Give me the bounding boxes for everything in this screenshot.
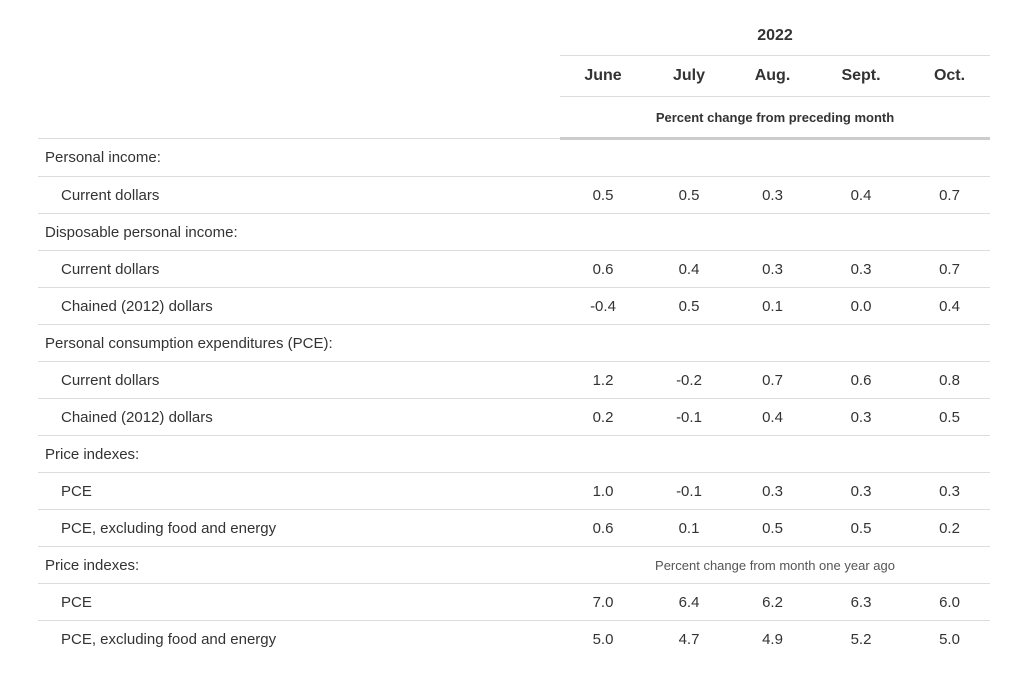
value-cell: 0.7	[909, 176, 991, 214]
value-cell: 0.6	[813, 361, 909, 399]
value-cell: 0.3	[813, 250, 909, 288]
empty-cell	[560, 213, 991, 251]
value-cell: 4.7	[646, 620, 732, 657]
value-cell: 0.3	[813, 472, 909, 510]
value-cell: 0.2	[909, 509, 991, 547]
value-cell: 0.4	[732, 398, 813, 436]
value-cell: -0.1	[646, 398, 732, 436]
row-label: PCE, excluding food and energy	[38, 620, 560, 657]
value-cell: 6.0	[909, 583, 991, 621]
value-cell: 1.0	[560, 472, 646, 510]
value-cell: 6.3	[813, 583, 909, 621]
value-cell: -0.1	[646, 472, 732, 510]
row-label: Current dollars	[38, 361, 560, 399]
value-cell: 0.5	[646, 176, 732, 214]
row-label: Chained (2012) dollars	[38, 398, 560, 436]
header-month-sept: Sept.	[813, 55, 909, 97]
value-cell: 0.3	[732, 176, 813, 214]
table-row: Current dollars 0.5 0.5 0.3 0.4 0.7	[38, 176, 991, 214]
header-month-oct: Oct.	[909, 55, 991, 97]
value-cell: 0.1	[732, 287, 813, 325]
value-cell: 0.6	[560, 250, 646, 288]
table-row: Current dollars 1.2 -0.2 0.7 0.6 0.8	[38, 361, 991, 399]
section-label: Price indexes:	[38, 546, 560, 584]
section-row: Personal consumption expenditures (PCE):	[38, 324, 991, 362]
header-year-row: 2022	[38, 16, 991, 56]
table-row: Chained (2012) dollars 0.2 -0.1 0.4 0.3 0.5	[38, 398, 991, 436]
value-cell: 0.5	[646, 287, 732, 325]
section-label: Personal income:	[45, 149, 161, 166]
unit-note: Percent change from month one year ago	[560, 546, 991, 584]
section-row: Personal income:	[38, 139, 990, 177]
section-label: Personal consumption expenditures (PCE):	[38, 324, 560, 362]
personal-income-outlays-table: 2022 June July Aug. Sept. Oct. Percent c…	[38, 16, 991, 657]
header-unit-row: Percent change from preceding month	[38, 96, 991, 140]
value-cell: 0.3	[732, 472, 813, 510]
value-cell: 0.3	[909, 472, 991, 510]
value-cell: 0.5	[909, 398, 991, 436]
header-month-july: July	[646, 55, 732, 97]
table-row: PCE 1.0 -0.1 0.3 0.3 0.3	[38, 472, 991, 510]
header-blank-cell	[38, 56, 560, 97]
row-label: PCE	[38, 583, 560, 621]
value-cell: 0.7	[909, 250, 991, 288]
header-months-row: June July Aug. Sept. Oct.	[38, 55, 991, 97]
value-cell: 0.0	[813, 287, 909, 325]
value-cell: 7.0	[560, 583, 646, 621]
table-body: Personal income: Current dollars 0.5 0.5 0.3…	[38, 139, 991, 657]
empty-cell	[560, 139, 990, 177]
table-row: PCE, excluding food and energy 5.0 4.7 4.9 5…	[38, 620, 991, 657]
empty-cell	[560, 324, 991, 362]
value-cell: 0.4	[813, 176, 909, 214]
table-row: PCE, excluding food and energy 0.6 0.1 0.5 0…	[38, 509, 991, 547]
header-blank-cell	[38, 16, 560, 56]
value-cell: 1.2	[560, 361, 646, 399]
header-unit-label: Percent change from preceding month	[560, 96, 991, 140]
row-label: Chained (2012) dollars	[38, 287, 560, 325]
row-label: Current dollars	[38, 250, 560, 288]
table-row: PCE 7.0 6.4 6.2 6.3 6.0	[38, 583, 991, 621]
row-label: Current dollars	[38, 176, 560, 214]
section-row: Price indexes:	[38, 435, 991, 473]
value-cell: 0.3	[732, 250, 813, 288]
value-cell: 6.2	[732, 583, 813, 621]
value-cell: 5.0	[909, 620, 991, 657]
value-cell: 0.8	[909, 361, 991, 399]
value-cell: 0.5	[560, 176, 646, 214]
value-cell: 0.4	[909, 287, 991, 325]
value-cell: 0.2	[560, 398, 646, 436]
value-cell: 0.3	[813, 398, 909, 436]
value-cell: 0.5	[813, 509, 909, 547]
value-cell: -0.4	[560, 287, 646, 325]
value-cell: 6.4	[646, 583, 732, 621]
section-label: Price indexes:	[38, 435, 560, 473]
row-label: PCE, excluding food and energy	[38, 509, 560, 547]
header-blank-cell	[38, 96, 560, 139]
value-cell: 5.2	[813, 620, 909, 657]
header-month-aug: Aug.	[732, 55, 813, 97]
value-cell: 4.9	[732, 620, 813, 657]
table-row: Chained (2012) dollars -0.4 0.5 0.1 0.0 0.4	[38, 287, 991, 325]
header-month-june: June	[560, 55, 646, 97]
value-cell: -0.2	[646, 361, 732, 399]
value-cell: 0.1	[646, 509, 732, 547]
value-cell: 0.5	[732, 509, 813, 547]
value-cell: 5.0	[560, 620, 646, 657]
row-label: PCE	[38, 472, 560, 510]
table-row: Current dollars 0.6 0.4 0.3 0.3 0.7	[38, 250, 991, 288]
value-cell: 0.4	[646, 250, 732, 288]
header-year: 2022	[560, 16, 991, 56]
section-row: Disposable personal income:	[38, 213, 991, 251]
empty-cell	[560, 435, 991, 473]
section-row: Price indexes: Percent change from month …	[38, 546, 991, 584]
personal-income-outlays-table-container: 2022 June July Aug. Sept. Oct. Percent c…	[38, 16, 991, 657]
value-cell: 0.7	[732, 361, 813, 399]
section-label: Disposable personal income:	[38, 213, 560, 251]
value-cell: 0.6	[560, 509, 646, 547]
